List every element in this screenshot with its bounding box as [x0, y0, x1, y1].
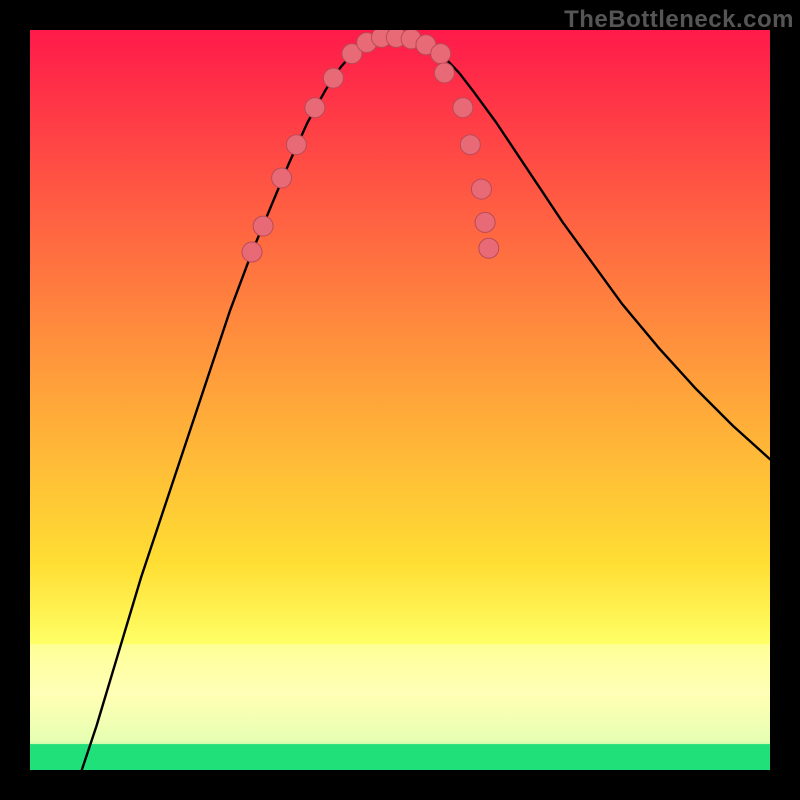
data-marker [471, 179, 491, 199]
data-marker [272, 168, 292, 188]
chart-frame: TheBottleneck.com [0, 0, 800, 800]
data-marker [453, 98, 473, 118]
zone-band [30, 744, 770, 770]
data-marker [434, 63, 454, 83]
data-marker [460, 135, 480, 155]
watermark-text: TheBottleneck.com [564, 6, 794, 34]
data-marker [253, 216, 273, 236]
data-marker [242, 242, 262, 262]
data-marker [305, 98, 325, 118]
bottleneck-chart [30, 30, 770, 770]
data-marker [431, 44, 451, 64]
data-marker [286, 135, 306, 155]
data-marker [323, 68, 343, 88]
data-marker [479, 238, 499, 258]
data-marker [475, 212, 495, 232]
zone-band [30, 644, 770, 696]
